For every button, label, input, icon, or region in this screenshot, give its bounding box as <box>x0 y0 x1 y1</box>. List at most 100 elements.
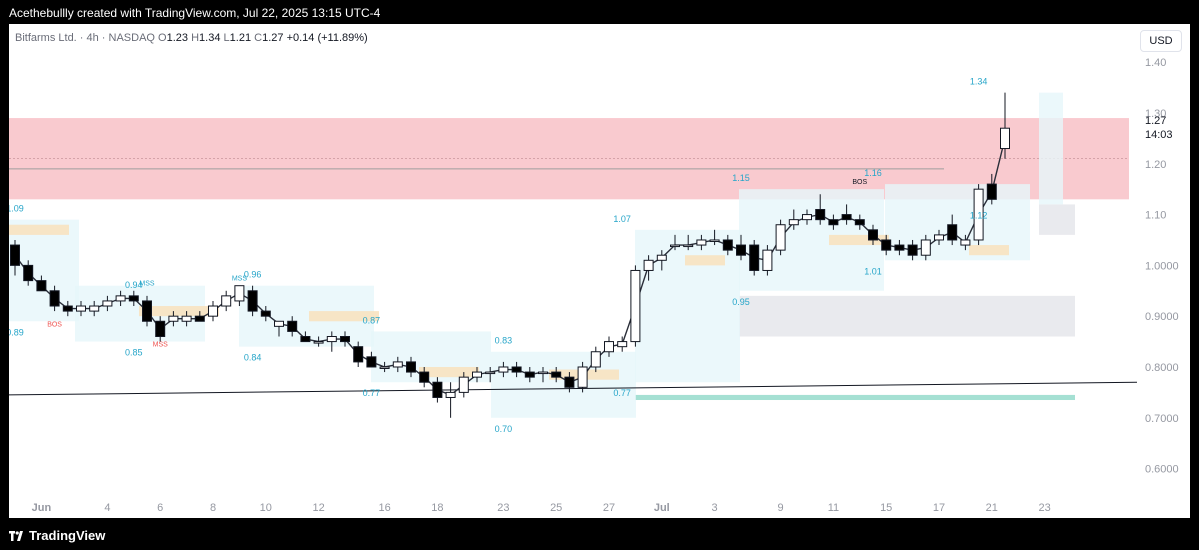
candle <box>775 224 786 251</box>
candle <box>590 351 601 368</box>
candle <box>920 239 931 256</box>
candle <box>736 244 746 256</box>
structure-label: BOS <box>47 321 62 328</box>
candle <box>194 315 205 322</box>
swing-price-label: 0.85 <box>125 348 143 358</box>
x-tick-label: 27 <box>603 502 615 514</box>
candle <box>643 259 654 271</box>
swing-price-label: 1.16 <box>864 168 882 178</box>
candle <box>221 295 232 307</box>
candle <box>815 208 826 221</box>
candle <box>762 249 773 271</box>
candle <box>326 336 337 343</box>
x-tick-label: 11 <box>828 502 839 514</box>
candle <box>366 356 377 368</box>
gray-zone-right <box>1039 204 1075 235</box>
candle <box>445 391 456 398</box>
candle <box>498 366 509 373</box>
candle <box>458 376 469 393</box>
x-tick-label: Jun <box>32 502 52 514</box>
candle <box>432 381 443 398</box>
candle <box>709 239 720 242</box>
high-value: 1.34 <box>199 32 221 44</box>
structure-label: MSS <box>232 276 248 283</box>
last-price-label: 1.27 <box>1145 115 1166 127</box>
x-tick-label: 8 <box>210 502 216 514</box>
candle <box>353 346 364 363</box>
candle <box>947 224 958 241</box>
candle <box>986 183 997 200</box>
demand-line-zone <box>635 394 1075 401</box>
volume-profile-bar <box>685 255 725 266</box>
candle <box>102 300 113 307</box>
candle <box>630 269 641 343</box>
y-tick-label: 0.6000 <box>1145 464 1179 476</box>
candle <box>696 239 707 246</box>
candle <box>960 239 971 246</box>
candle <box>142 300 152 322</box>
low-key: L <box>223 32 230 44</box>
volume-profile-bar <box>309 311 379 322</box>
candle <box>683 244 694 248</box>
candle <box>472 371 482 378</box>
candle <box>802 214 812 221</box>
swing-price-label: 1.34 <box>970 77 988 87</box>
open-key: O <box>158 32 167 44</box>
y-tick-label: 0.8000 <box>1145 362 1179 374</box>
candle <box>274 320 284 327</box>
price-chart[interactable]: 1.40 1.30 1.20 1.10 1.0000 0.9000 0.8000 0.7000… <box>9 24 1190 518</box>
swing-price-label: 0.84 <box>244 353 262 363</box>
candle <box>49 290 60 307</box>
candle <box>934 234 944 241</box>
candle <box>511 366 522 373</box>
y-tick-label: 0.9000 <box>1145 311 1179 323</box>
candle <box>392 361 403 368</box>
candle <box>604 341 614 353</box>
structure-label: BOS <box>852 179 867 186</box>
low-value: 1.21 <box>229 32 252 44</box>
x-tick-label: 16 <box>378 502 390 514</box>
range-box <box>635 229 740 383</box>
volume-profile-bar <box>139 306 219 317</box>
candle <box>234 285 245 302</box>
candle <box>76 305 86 312</box>
x-tick-label: 21 <box>986 502 998 514</box>
candle <box>247 290 258 312</box>
x-tick-label: 10 <box>260 502 272 514</box>
swing-price-label: 0.87 <box>363 315 381 325</box>
chart-panel[interactable]: 1.40 1.30 1.20 1.10 1.0000 0.9000 0.8000 0.7000… <box>9 24 1190 518</box>
swing-price-label: 0.70 <box>495 424 513 434</box>
candle <box>1000 127 1010 150</box>
volume-profile-bar <box>969 245 1009 256</box>
x-tick-label: 23 <box>1038 502 1050 514</box>
candle <box>485 371 496 375</box>
open-value: 1.23 <box>166 32 189 44</box>
candle <box>300 336 311 343</box>
candle <box>379 366 390 369</box>
swing-price-label: 1.12 <box>970 210 988 220</box>
swing-price-label: 1.15 <box>732 173 750 183</box>
high-key: H <box>191 32 200 44</box>
candle <box>868 229 878 241</box>
footer-bar: TradingView <box>0 518 1199 550</box>
candle <box>894 244 905 251</box>
candle <box>287 320 298 332</box>
range-box <box>1039 92 1063 205</box>
x-tick-label: 9 <box>778 502 784 514</box>
candle <box>788 219 799 226</box>
x-tick-label: 18 <box>431 502 443 514</box>
close-value: 1.27 <box>262 32 284 44</box>
candle <box>313 341 324 344</box>
countdown-label: 14:03 <box>1145 129 1173 141</box>
candle <box>89 305 100 312</box>
volume-profile-bar <box>9 224 69 235</box>
swing-price-label: 1.07 <box>613 214 631 224</box>
candle <box>577 366 588 388</box>
y-tick-label: 1.30 <box>1145 108 1166 120</box>
currency-button[interactable]: USD <box>1140 30 1182 52</box>
candle <box>670 244 680 248</box>
swing-price-label: 0.77 <box>363 388 381 398</box>
x-tick-label: 6 <box>157 502 163 514</box>
volume-profile-bar <box>419 366 479 378</box>
swing-price-label: 0.96 <box>244 270 262 280</box>
